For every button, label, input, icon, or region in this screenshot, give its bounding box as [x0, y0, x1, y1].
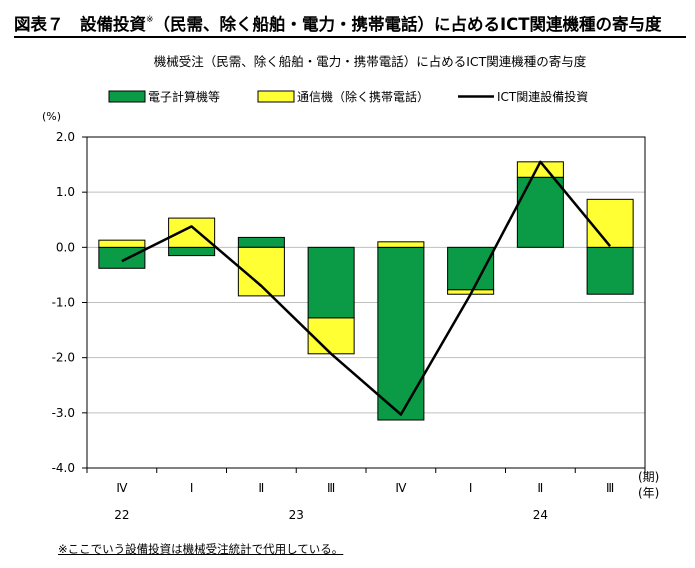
y-tick-label: 2.0: [56, 130, 75, 144]
bars: [98, 161, 634, 421]
y-tick-label: -1.0: [52, 296, 75, 310]
bar-electronic-computer: [168, 246, 216, 257]
x-tick-label: Ⅳ: [116, 481, 127, 495]
year-label: 22: [114, 508, 129, 522]
y-tick-label: -4.0: [52, 461, 75, 475]
y-tick-label: 0.0: [56, 240, 75, 254]
bar-electronic-computer: [586, 246, 634, 295]
x-tick-label: Ⅳ: [395, 481, 406, 495]
year-label: 24: [533, 508, 548, 522]
legend-swatch-telecom: [257, 90, 295, 103]
bar-electronic-computer: [516, 176, 564, 248]
bar-telecom: [98, 239, 146, 248]
y-axis-ticks: 2.0 1.0 0.0 -1.0 -2.0 -3.0 -4.0: [52, 130, 87, 475]
y-tick-label: 1.0: [56, 185, 75, 199]
x-tick-label: Ⅰ: [469, 481, 473, 495]
bar-telecom: [377, 241, 425, 248]
legend: 電子計算機等 通信機（除く携帯電話） ICT関連設備投資: [108, 89, 588, 104]
figure-title-rest: （民需、除く船舶・電力・携帯電話）に占めるICT関連機種の寄与度: [153, 15, 662, 34]
year-label: 23: [289, 508, 304, 522]
chart: 機械受注（民需、除く船舶・電力・携帯電話）に占めるICT関連機種の寄与度 電子計…: [42, 54, 659, 522]
bar-electronic-computer: [307, 246, 355, 319]
x-axis-unit-period: (期): [638, 470, 659, 484]
x-tick-label: Ⅰ: [190, 481, 194, 495]
x-tick-label: Ⅲ: [606, 481, 614, 495]
chart-title: 機械受注（民需、除く船舶・電力・携帯電話）に占めるICT関連機種の寄与度: [154, 54, 587, 69]
x-axis-ticks: Ⅳ Ⅰ Ⅱ Ⅲ Ⅳ Ⅰ Ⅱ Ⅲ 22 23 24: [86, 468, 646, 522]
footnote: ※ここでいう設備投資は機械受注統計で代用している。: [58, 542, 344, 556]
x-tick-label: Ⅱ: [537, 481, 543, 495]
bar-telecom: [586, 198, 634, 248]
ict-line: [121, 160, 612, 416]
legend-label-electronic-computer: 電子計算機等: [148, 89, 220, 104]
figure-title-mark: ※: [146, 15, 154, 25]
bar-telecom: [168, 217, 216, 248]
bar-electronic-computer: [377, 246, 425, 421]
legend-label-telecom: 通信機（除く携帯電話）: [297, 89, 429, 104]
legend-swatch-electronic-computer: [108, 90, 146, 103]
y-axis-unit: (%): [42, 110, 61, 123]
bar-electronic-computer: [447, 246, 495, 291]
y-tick-label: -2.0: [52, 351, 75, 365]
legend-label-ict: ICT関連設備投資: [497, 89, 588, 104]
x-tick-label: Ⅱ: [258, 481, 264, 495]
figure-title-main: 図表７ 設備投資: [14, 15, 146, 34]
bar-electronic-computer: [237, 236, 285, 248]
bar-telecom: [307, 317, 355, 355]
y-tick-label: -3.0: [52, 406, 75, 420]
bar-electronic-computer: [98, 246, 146, 269]
x-tick-label: Ⅲ: [327, 481, 335, 495]
ict-line-path: [121, 160, 612, 416]
figure-title: 図表７ 設備投資※（民需、除く船舶・電力・携帯電話）に占めるICT関連機種の寄与…: [14, 6, 686, 38]
x-axis-unit-year: (年): [638, 486, 659, 500]
